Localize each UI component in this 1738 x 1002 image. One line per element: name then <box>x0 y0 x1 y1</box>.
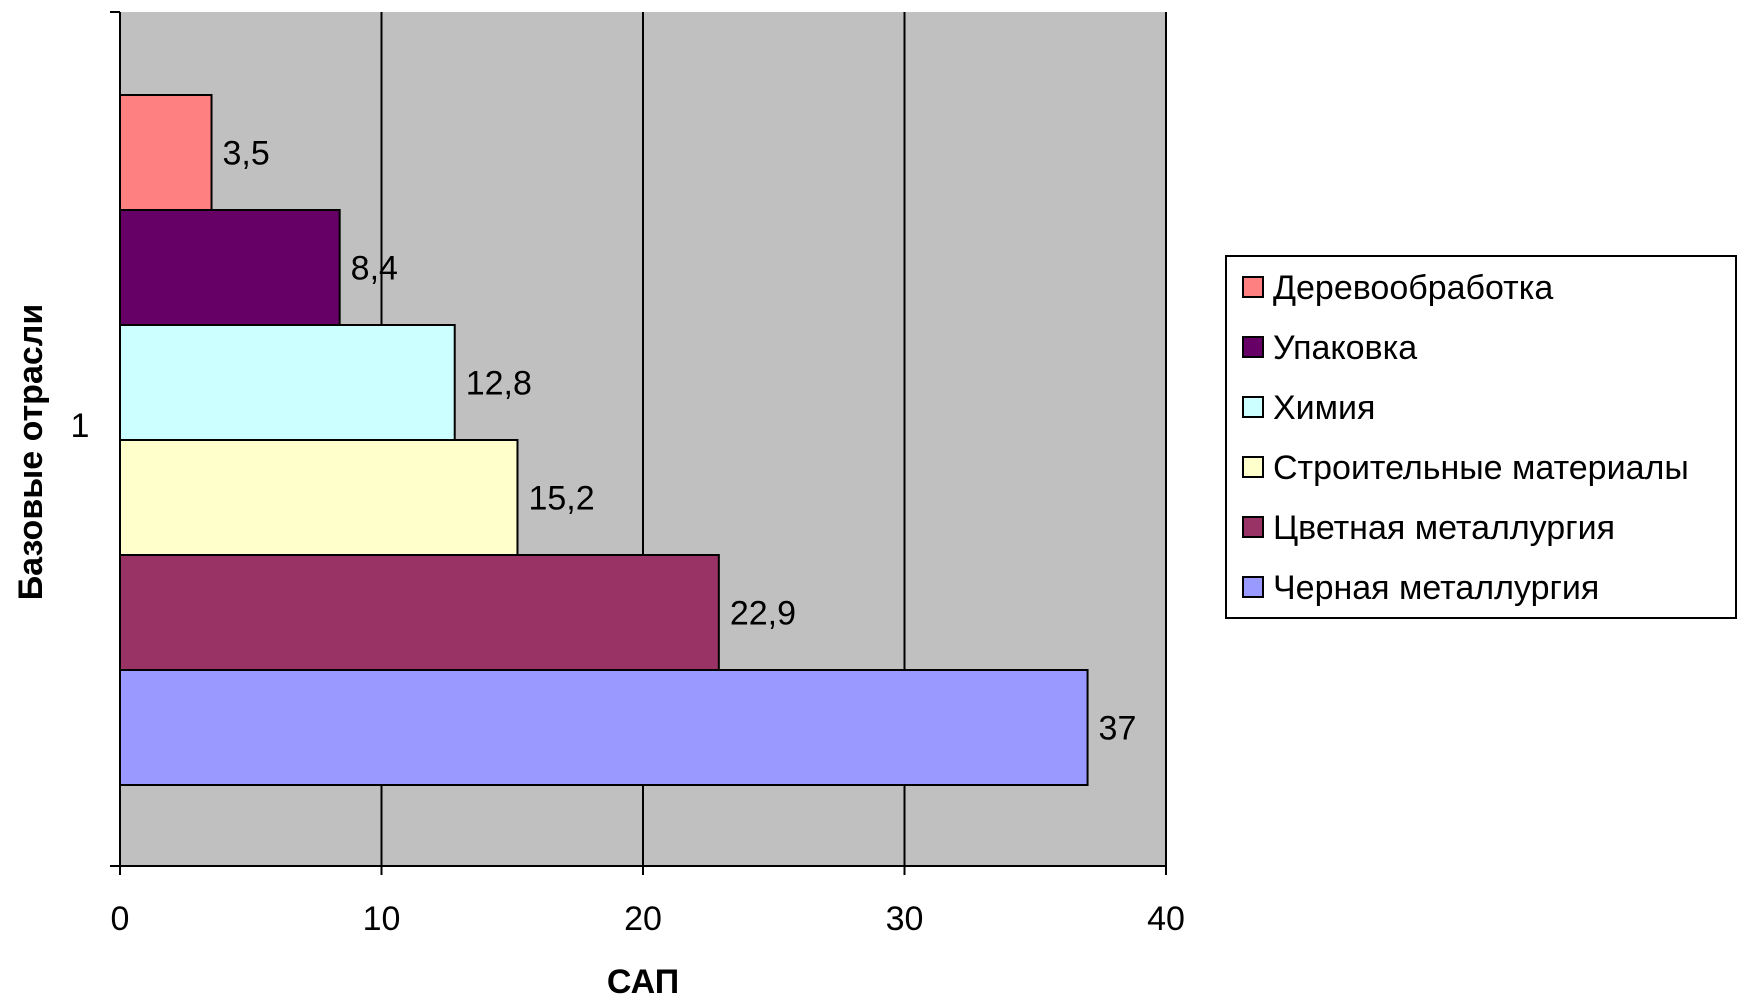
bars <box>119 94 1089 786</box>
legend-item-label: Деревообработка <box>1273 269 1553 307</box>
bar <box>119 439 519 556</box>
legend-item-label: Строительные материалы <box>1273 449 1689 487</box>
y-tick-labels: 1 <box>71 407 90 445</box>
axes <box>110 11 1167 875</box>
bar <box>119 324 456 441</box>
legend-box <box>1225 255 1737 619</box>
legend-swatch <box>1242 276 1264 298</box>
data-labels: 3,5 8,4 12,8 15,2 22,9 37 <box>223 135 1137 748</box>
legend-swatch <box>1242 516 1264 538</box>
legend-item-label: Упаковка <box>1273 329 1417 367</box>
legend-swatch <box>1242 336 1264 358</box>
data-label: 22,9 <box>730 595 796 633</box>
data-label: 3,5 <box>223 135 270 173</box>
legend: Деревообработка Упаковка Химия Строительные… <box>1225 255 1737 619</box>
bar <box>119 94 213 211</box>
data-label: 8,4 <box>351 250 398 288</box>
legend-swatch <box>1242 576 1264 598</box>
x-tick-label: 20 <box>624 900 662 938</box>
bar <box>119 669 1089 786</box>
data-label: 15,2 <box>528 480 594 518</box>
y-axis-title: Базовые отрасли <box>12 304 50 601</box>
bar <box>119 554 720 671</box>
legend-swatch <box>1242 456 1264 478</box>
x-tick-label: 40 <box>1147 900 1185 938</box>
legend-item-label: Химия <box>1273 389 1375 427</box>
legend-item-label: Цветная металлургия <box>1273 509 1615 547</box>
legend-swatch <box>1242 396 1264 418</box>
data-label: 37 <box>1099 710 1137 748</box>
x-axis-title: САП <box>607 963 679 1001</box>
bar <box>119 209 341 326</box>
x-tick-label: 30 <box>886 900 924 938</box>
data-label: 12,8 <box>466 365 532 403</box>
y-tick-label: 1 <box>71 407 90 445</box>
x-tick-label: 0 <box>111 900 130 938</box>
legend-item-label: Черная металлургия <box>1273 569 1599 607</box>
x-tick-label: 10 <box>363 900 401 938</box>
x-tick-labels: 0 10 20 30 40 <box>111 900 1185 938</box>
